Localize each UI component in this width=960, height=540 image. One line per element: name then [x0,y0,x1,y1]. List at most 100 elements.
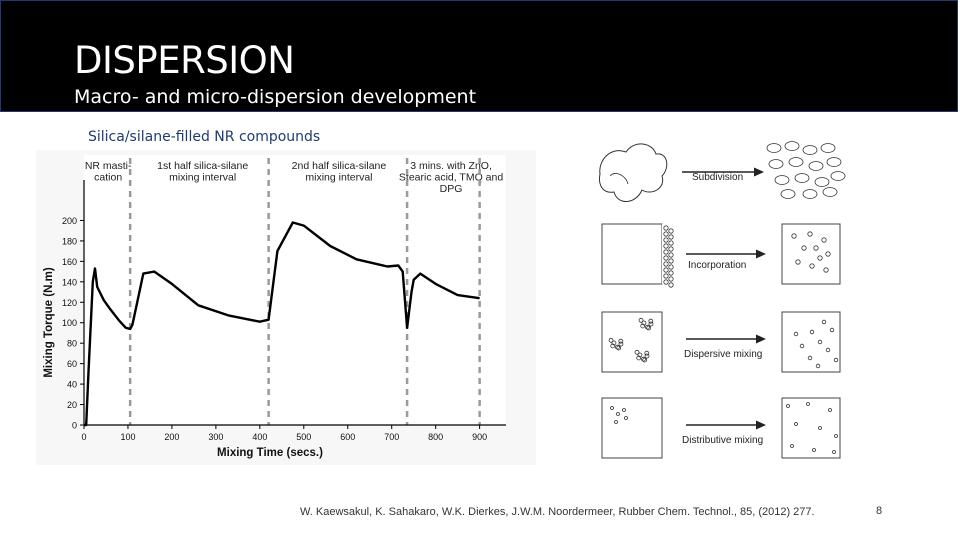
process-label: Incorporation [688,260,746,271]
particle [834,434,838,438]
dispersive-after-box [781,311,841,373]
particle [668,258,674,264]
particle [616,412,620,416]
cluster-particle [641,356,646,362]
particle [825,347,831,353]
cluster-particle [618,341,624,347]
particle [790,444,794,448]
particle [786,404,790,408]
citation: W. Kaewsakul, K. Sahakaro, W.K. Dierkes,… [300,506,815,518]
y-tick-label: 80 [67,339,77,349]
phase-label-line: cation [94,172,122,184]
process-label: Dispersive mixing [684,349,762,360]
y-tick-label: 100 [62,318,77,328]
x-tick-label: 100 [120,432,135,442]
fragment [780,189,796,199]
particle [832,450,836,454]
particle [663,267,669,273]
y-tick-label: 140 [62,277,77,287]
cluster-particle [640,323,646,329]
fragment [802,189,818,199]
fragment [794,173,810,183]
particle [828,408,832,412]
fragment [802,145,818,155]
fragment [820,143,836,153]
torque-series-line [84,221,480,427]
particle [817,255,823,261]
particle [821,237,827,243]
phase-label: NR masti-cation [85,160,132,184]
particle [809,329,815,335]
particle [813,245,819,251]
torque-chart: NR masti-cation 1st half silica-silane mix… [36,150,536,465]
x-tick-label: 0 [81,432,86,442]
particle [663,279,669,285]
particle [663,225,669,231]
cluster-particle [638,317,644,323]
particle [793,331,799,337]
y-tick-label: 160 [62,257,77,267]
particle [812,448,816,452]
arrow-head [754,167,764,177]
cluster-particle [641,320,647,326]
particle [663,273,669,279]
section-label: Silica/silane-filled NR compounds [88,129,321,145]
particle [668,276,674,282]
x-tick-label: 900 [472,432,487,442]
particle [668,246,674,252]
cluster-particle [648,321,654,327]
x-tick-label: 200 [164,432,179,442]
particle [825,251,831,257]
cluster-particle [610,343,616,349]
particle [809,263,815,269]
particle [821,319,827,325]
particle [799,343,805,349]
slide-subtitle: Macro- and micro-dispersion development [74,86,477,108]
cluster-particle [634,349,640,355]
fragment [830,171,846,181]
particle [833,357,839,363]
x-tick-label: 800 [428,432,443,442]
cluster-particle [637,352,643,358]
particle [663,249,669,255]
particle [795,259,801,265]
particle [668,234,674,240]
phase-label-line: NR masti- [85,160,132,172]
cluster-particle [644,350,650,356]
y-tick-label: 200 [62,216,77,226]
phase-label-line: 1st half silica-silane [157,160,248,172]
fragment [784,141,800,151]
particle [663,261,669,267]
y-tick-label: 0 [72,421,77,431]
title-bar: DISPERSION Macro- and micro-dispersion d… [0,0,958,112]
particle [668,228,674,234]
fragment [774,175,790,185]
incorporation-before-box [601,223,663,285]
particle [801,245,807,251]
plot-area [84,155,506,425]
dispersive-before-box [601,311,663,373]
arrow-head [756,420,766,430]
particle [668,282,674,288]
phase-label: 2nd half silica-silane mixing interval [292,160,387,184]
phase-label-line: Stearic acid, TMQ and [399,172,503,184]
page-number: 8 [876,505,883,517]
particle [791,233,797,239]
incorporation-after-box [781,223,841,285]
particle [807,355,813,361]
particle [614,420,618,424]
particle [668,240,674,246]
particle [668,264,674,270]
slide-title: DISPERSION [74,39,295,82]
phase-label-line: mixing interval [169,172,236,184]
particle [668,252,674,258]
y-axis-label: Mixing Torque (N.m) [43,267,55,377]
phase-label-line: 3 mins. with ZnO, [410,160,492,172]
process-label: Distributive mixing [682,435,763,446]
phase-label: 1st half silica-silane mixing interval [157,160,248,184]
cluster-particle [618,338,624,344]
process-label: Subdivision [692,172,743,183]
cluster-particle [615,344,620,350]
phase-label-line: DPG [440,183,463,195]
fragment [808,161,824,171]
